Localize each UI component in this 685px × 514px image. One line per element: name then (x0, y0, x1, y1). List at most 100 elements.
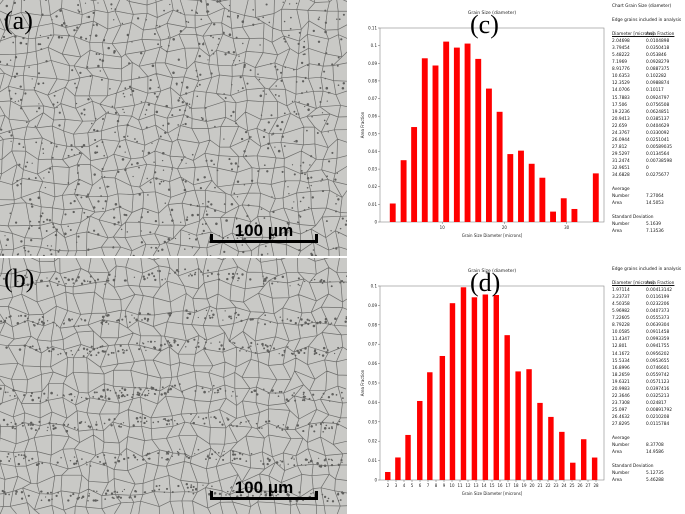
precipitate (29, 421, 33, 425)
precipitate (158, 25, 161, 28)
precipitate (292, 456, 294, 458)
precipitate (235, 122, 238, 125)
precipitate (293, 140, 295, 143)
table-row: 7.1969 0.0928279 (612, 59, 684, 66)
precipitate (107, 111, 109, 113)
precipitate (76, 497, 79, 500)
precipitate (30, 224, 33, 227)
precipitate (336, 195, 338, 197)
precipitate (301, 80, 305, 83)
table-cell-diameter: 19.2236 (612, 109, 630, 115)
precipitate (96, 347, 99, 350)
precipitate (38, 227, 41, 230)
precipitate (307, 461, 310, 464)
precipitate (199, 186, 203, 190)
precipitate (173, 341, 176, 344)
precipitate (34, 177, 37, 179)
precipitate (184, 156, 186, 158)
precipitate (237, 165, 240, 168)
precipitate (184, 109, 187, 112)
precipitate (190, 484, 193, 486)
precipitate (295, 113, 298, 115)
precipitate (271, 196, 273, 198)
precipitate (134, 386, 136, 389)
table-cell-diameter: 7.1969 (612, 60, 628, 66)
precipitate (177, 453, 180, 456)
precipitate (340, 459, 343, 462)
precipitate (237, 279, 239, 282)
precipitate (254, 389, 257, 392)
precipitate (23, 454, 26, 457)
precipitate (280, 79, 283, 82)
precipitate (212, 36, 214, 39)
table-cell-diameter: 16.8996 (612, 365, 630, 371)
precipitate (37, 43, 40, 46)
precipitate (286, 318, 289, 320)
precipitate (36, 110, 38, 113)
precipitate (149, 231, 152, 234)
precipitate (240, 421, 242, 424)
precipitate (29, 345, 32, 349)
precipitate (97, 64, 100, 68)
precipitate (151, 490, 154, 492)
scalebar-a: 100 μm (210, 221, 318, 245)
bar (548, 416, 554, 480)
precipitate (277, 425, 280, 427)
precipitate (190, 486, 193, 489)
precipitate (202, 43, 205, 46)
precipitate (147, 392, 150, 395)
precipitate (120, 228, 123, 231)
precipitate (115, 392, 117, 394)
precipitate (36, 322, 39, 325)
precipitate (205, 159, 208, 162)
precipitate (103, 422, 106, 425)
precipitate (216, 169, 219, 172)
precipitate (146, 177, 148, 180)
precipitate (131, 314, 133, 316)
precipitate (120, 425, 123, 428)
precipitate (77, 164, 80, 167)
precipitate (294, 321, 297, 325)
precipitate (335, 202, 337, 205)
precipitate (293, 201, 295, 203)
precipitate (306, 318, 309, 321)
table-cell-diameter: 34.6828 (612, 173, 630, 179)
table-cell-fraction: 0.0555373 (646, 316, 670, 322)
precipitate (341, 87, 345, 90)
precipitate (178, 383, 181, 386)
precipitate (324, 317, 328, 321)
precipitate (344, 320, 347, 323)
precipitate (83, 319, 87, 322)
bar (395, 457, 401, 480)
precipitate (78, 179, 81, 181)
precipitate (45, 399, 48, 401)
precipitate (87, 500, 89, 502)
precipitate (287, 463, 289, 465)
x-tick-label: 26 (577, 483, 583, 488)
precipitate (56, 394, 59, 396)
precipitate (272, 210, 275, 214)
precipitate (14, 100, 16, 103)
table-row: 12.801 0.0941755 (612, 343, 684, 350)
precipitate (52, 347, 55, 351)
precipitate (26, 283, 30, 287)
precipitate (20, 491, 24, 494)
precipitate (297, 283, 300, 286)
table-row: 26.4632 0.0210208 (612, 414, 684, 421)
precipitate (310, 492, 312, 495)
precipitate (170, 345, 173, 348)
precipitate (157, 452, 160, 455)
precipitate (167, 419, 170, 422)
precipitate (52, 427, 55, 430)
chart-c: Grain Size (diameter) 0 0.01 0.02 0.03 0.04 0.… (352, 0, 608, 256)
precipitate (141, 393, 144, 396)
precipitate (156, 95, 159, 98)
table-row: 22.659 0.0404629 (612, 123, 684, 130)
precipitate (119, 426, 121, 428)
precipitate (67, 423, 70, 426)
precipitate (306, 129, 308, 132)
precipitate (269, 233, 273, 236)
precipitate (93, 128, 96, 132)
precipitate (342, 397, 344, 399)
x-tick-label: 18 (513, 483, 519, 488)
